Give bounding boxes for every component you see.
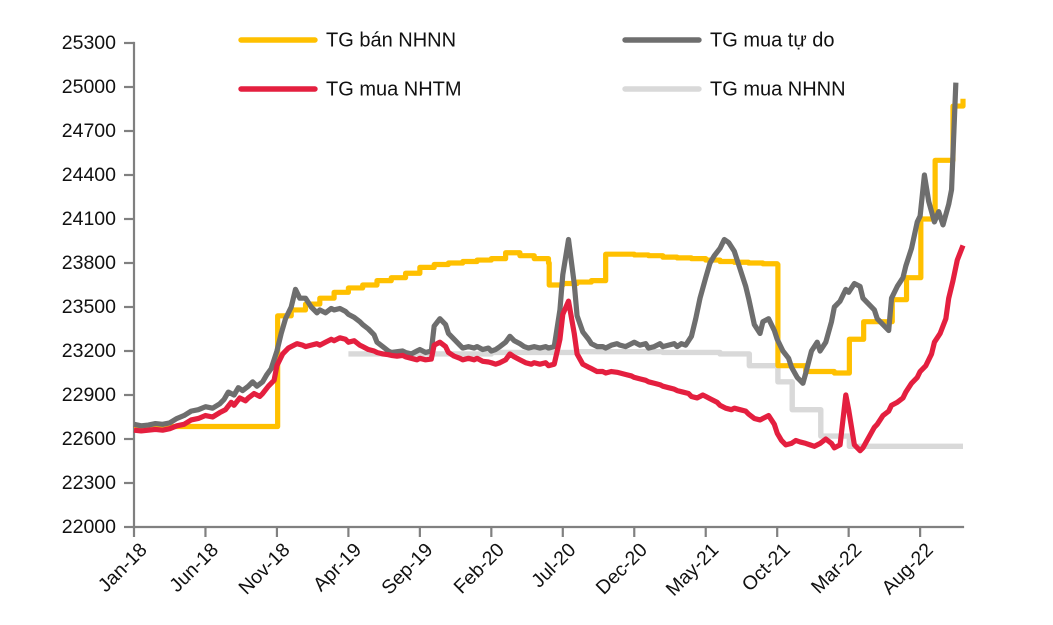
y-axis-tick-label: 23200	[62, 340, 116, 362]
chart-legend: TG bán NHNN TG mua tự do TG mua NHTM TG mua…	[238, 29, 846, 100]
x-axis-tick-label: Apr-19	[309, 539, 366, 596]
y-axis-tick-label: 24100	[62, 208, 116, 230]
y-axis-tick-label: 23500	[62, 296, 116, 318]
legend-label-tg-mua-nhnn: TG mua NHNN	[710, 78, 846, 100]
y-axis-ticks: 25300 25000 24700 24400 24100 23800 23500 23200…	[62, 32, 134, 538]
y-axis-tick-label: 25300	[62, 32, 116, 54]
y-axis-tick-label: 24700	[62, 120, 116, 142]
x-axis-tick-label: Mar-22	[807, 539, 866, 598]
legend-label-tg-mua-nhtm: TG mua NHTM	[326, 78, 462, 100]
chart-series-layer	[133, 82, 966, 454]
x-axis-tick-label: Oct-21	[738, 539, 795, 596]
y-axis-tick-label: 22900	[62, 384, 116, 406]
x-axis-tick-label: Feb-20	[450, 539, 509, 598]
legend-label-tg-mua-tự-do: TG mua tự do	[710, 29, 835, 51]
x-axis-tick-label: Sep-19	[377, 539, 437, 599]
series-line-tg-mua-tự-do	[133, 82, 959, 429]
chart-axes	[132, 41, 965, 529]
series-line-tg-bán-nhnn	[134, 98, 966, 430]
x-axis-tick-label: Jan-18	[94, 539, 152, 597]
y-axis-tick-label: 22300	[62, 472, 116, 494]
x-axis-tick-label: Aug-22	[878, 539, 938, 599]
y-axis-tick-label: 25000	[62, 76, 116, 98]
y-axis-tick-label: 24400	[62, 164, 116, 186]
x-axis-tick-label: May-21	[662, 539, 724, 601]
series-line-tg-mua-nhtm	[133, 244, 966, 454]
y-axis-tick-label: 22000	[62, 516, 116, 538]
x-axis-ticks: Jan-18 Jun-18 Nov-18 Apr-19 Sep-19 Feb-20 Jul-…	[94, 527, 938, 601]
series-line-tg-mua-nhnn	[348, 349, 963, 450]
x-axis-tick-label: Dec-20	[592, 539, 652, 599]
y-axis-tick-label: 22600	[62, 428, 116, 450]
x-axis-tick-label: Nov-18	[234, 539, 294, 599]
legend-label-tg-bán-nhnn: TG bán NHNN	[326, 29, 456, 51]
x-axis-tick-label: Jun-18	[165, 539, 223, 597]
x-axis-tick-label: Jul-20	[527, 539, 580, 592]
y-axis-tick-label: 23800	[62, 252, 116, 274]
